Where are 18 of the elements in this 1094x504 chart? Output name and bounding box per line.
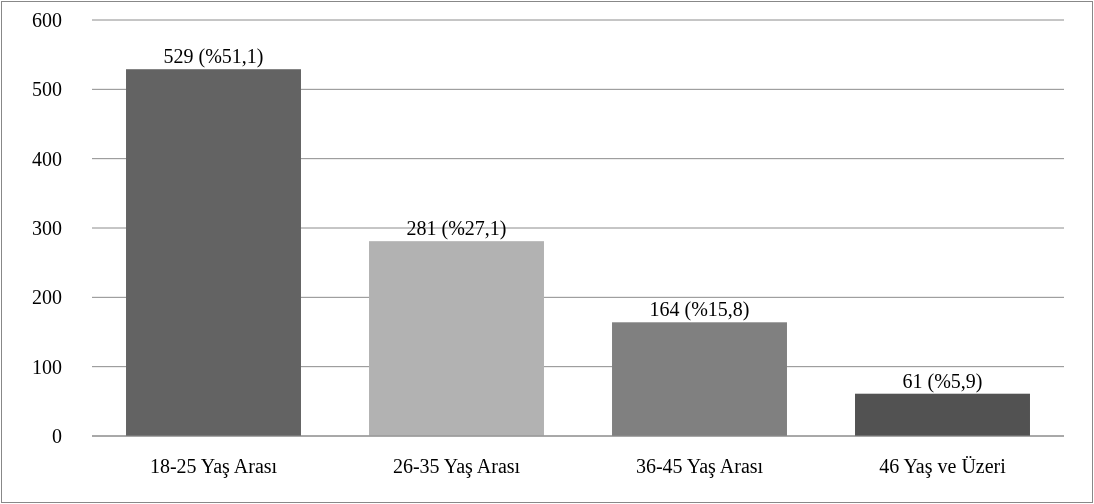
y-tick-label: 200 <box>32 286 62 309</box>
x-tick-label: 26-35 Yaş Arası <box>392 455 521 478</box>
x-tick-label: 46 Yaş ve Üzeri <box>879 455 1007 478</box>
y-tick-label: 600 <box>32 9 62 31</box>
x-tick-label: 36-45 Yaş Arası <box>635 455 764 478</box>
bar <box>855 393 1030 436</box>
bar <box>369 241 544 436</box>
y-tick-label: 0 <box>52 425 62 447</box>
x-tick-label: 18-25 Yaş Arası <box>149 455 278 478</box>
bar <box>126 69 301 436</box>
data-label: 61 (%5,9) <box>902 369 983 393</box>
data-label: 164 (%15,8) <box>649 298 750 322</box>
y-tick-label: 300 <box>32 217 62 239</box>
data-label: 281 (%27,1) <box>406 217 507 241</box>
y-tick-label: 500 <box>32 78 62 101</box>
y-tick-label: 100 <box>32 355 62 378</box>
y-tick-label: 400 <box>32 147 62 170</box>
data-label: 529 (%51,1) <box>163 45 264 69</box>
